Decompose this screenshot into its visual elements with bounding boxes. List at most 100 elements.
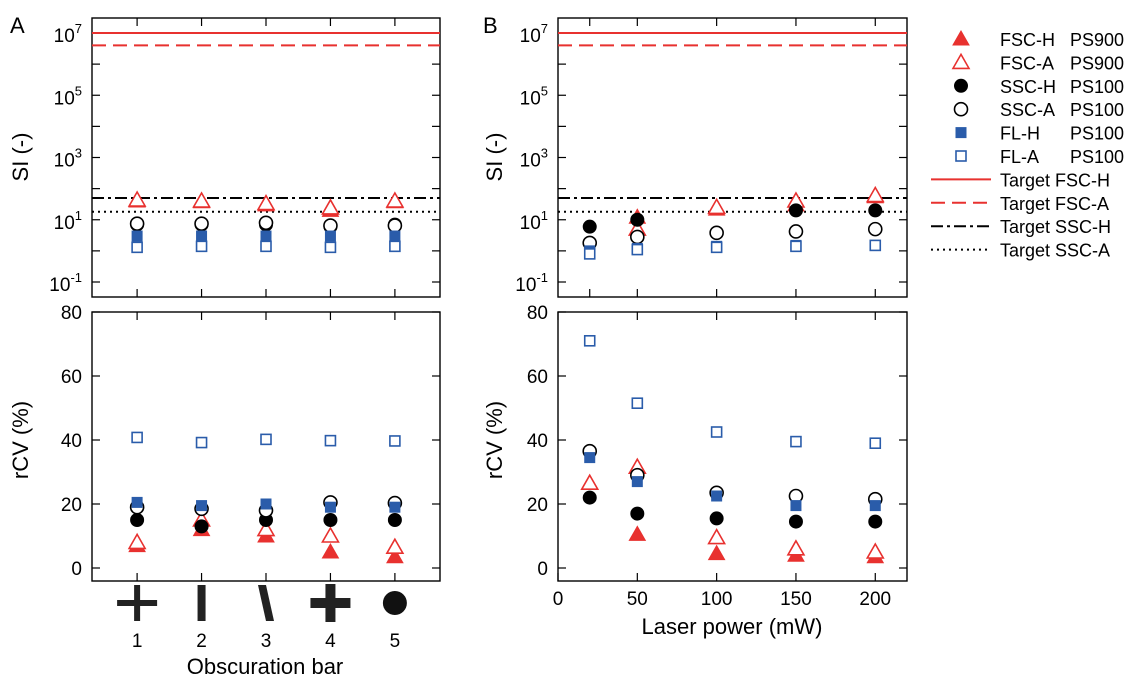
a-bottom-data-point bbox=[389, 435, 401, 447]
panel-letter-b: B bbox=[483, 13, 498, 38]
a-top-data-point bbox=[258, 215, 274, 231]
b-top-data-point bbox=[707, 197, 727, 215]
b-top-data-point bbox=[788, 203, 803, 218]
a-bottom-data-point bbox=[321, 542, 340, 559]
a-top-data-point bbox=[324, 241, 337, 254]
a-bottom-data-point bbox=[131, 431, 143, 444]
b-bottom-data-point bbox=[580, 473, 600, 491]
legend-sample: PS100 bbox=[1070, 124, 1124, 144]
a-top-data-point bbox=[385, 191, 405, 208]
a-bottom-data-point bbox=[386, 547, 404, 564]
b-bottom-frame bbox=[557, 311, 908, 582]
legend: FSC-H PS900 FSC-A PS900 SSC-H PS100 SSC-A PS100… bbox=[931, 29, 1124, 261]
a-bottom-ytick-label: 80 bbox=[61, 303, 82, 324]
a-top-data-point bbox=[131, 241, 143, 254]
legend-label: SSC-H bbox=[1000, 77, 1056, 97]
a-top-data-point bbox=[194, 216, 209, 231]
a-bottom-data-point bbox=[323, 513, 338, 527]
b-top-data-point bbox=[790, 240, 802, 253]
legend-label: Target FSC-A bbox=[1000, 194, 1109, 214]
a-bottom-data-point bbox=[127, 532, 147, 550]
legend-label: Target FSC-H bbox=[1000, 170, 1110, 190]
legend-sample: PS900 bbox=[1070, 30, 1124, 50]
a-top-ytick-label: 101 bbox=[54, 208, 82, 234]
b-bottom-xtick-label: 100 bbox=[701, 589, 733, 610]
a-bottom-data-point bbox=[256, 519, 276, 537]
a-top-data-point bbox=[131, 230, 143, 242]
b-bottom-xtick-label: 50 bbox=[627, 589, 648, 610]
a-top-data-point bbox=[192, 191, 211, 208]
a-top-data-point bbox=[256, 193, 276, 211]
a-bottom-data-point bbox=[321, 526, 340, 543]
a-bottom-data-point bbox=[194, 519, 209, 534]
b-bottom-data-point bbox=[790, 435, 802, 448]
a-top-data-point bbox=[389, 230, 401, 242]
b-bottom-ytick-label: 80 bbox=[527, 303, 548, 324]
b-top-ytick-label: 105 bbox=[520, 83, 548, 109]
a-bottom-ytick-label: 0 bbox=[71, 559, 82, 580]
a-top-ytick-label: 103 bbox=[54, 146, 82, 172]
b-top-data-point bbox=[867, 221, 883, 237]
a-bottom-data-point bbox=[260, 498, 272, 510]
legend-marker bbox=[952, 29, 970, 46]
a-top-data-point bbox=[260, 230, 272, 242]
panel-letter-a: A bbox=[10, 13, 25, 38]
b-top-data-point bbox=[630, 212, 645, 227]
bar-icon-5 bbox=[382, 591, 407, 615]
legend-marker bbox=[951, 52, 971, 70]
b-top-data-point bbox=[582, 219, 597, 234]
legend-label: FSC-H bbox=[1000, 30, 1055, 50]
a-bottom-data-point bbox=[387, 513, 402, 527]
a-top-ylabel: SI (-) bbox=[8, 133, 33, 182]
a-top-data-point bbox=[387, 218, 403, 233]
legend-label: FSC-A bbox=[1000, 53, 1054, 73]
b-bottom-data-point bbox=[786, 539, 806, 556]
obscuration-bar-icons bbox=[117, 584, 407, 622]
a-top-data-point bbox=[129, 216, 145, 231]
a-bottom-ytick-label: 60 bbox=[61, 367, 82, 388]
b-bottom-data-point bbox=[790, 500, 802, 512]
b-bottom-xtick-label: 150 bbox=[780, 589, 812, 610]
a-bottom-xlabel: Obscuration bar bbox=[187, 654, 344, 679]
a-top-ytick-label: 105 bbox=[54, 83, 82, 109]
b-bottom-xtick-label: 0 bbox=[553, 589, 564, 610]
b-bottom-ytick-label: 0 bbox=[537, 559, 548, 580]
b-bottom-data-point bbox=[788, 514, 803, 529]
b-top-ytick-label: 10-1 bbox=[515, 270, 548, 296]
b-top-data-point bbox=[709, 225, 724, 241]
b-bottom-data-point bbox=[869, 437, 882, 450]
a-bottom-data-point bbox=[324, 434, 337, 447]
a-top-frame bbox=[91, 17, 441, 298]
a-top-ytick-label: 10-1 bbox=[49, 270, 82, 296]
a-top-data-point bbox=[389, 240, 401, 253]
legend-marker bbox=[955, 150, 967, 162]
a-bottom-data-point bbox=[260, 433, 272, 446]
b-bottom-xlabel: Laser power (mW) bbox=[642, 614, 823, 639]
bar-icon-2 bbox=[197, 585, 206, 621]
a-bottom-data-point bbox=[324, 501, 336, 513]
legend-label: FL-H bbox=[1000, 124, 1040, 144]
legend-marker bbox=[954, 78, 968, 93]
a-bottom-ytick-label: 40 bbox=[61, 431, 82, 452]
b-top-ytick-label: 103 bbox=[520, 146, 548, 172]
b-bottom-xtick-label: 200 bbox=[859, 589, 891, 610]
b-bottom-data-point bbox=[631, 476, 643, 488]
b-bottom-data-point bbox=[707, 527, 727, 545]
a-bottom-data-point bbox=[196, 500, 208, 512]
a-bottom-data-point bbox=[195, 436, 208, 449]
a-bottom-xtick-label: 5 bbox=[390, 631, 401, 652]
b-top-ytick-label: 101 bbox=[520, 208, 548, 234]
b-bottom-ytick-label: 60 bbox=[527, 367, 548, 388]
a-bottom-xtick-label: 4 bbox=[325, 631, 336, 652]
a-top-data-point bbox=[127, 190, 147, 207]
b-bottom-data-point bbox=[584, 452, 596, 464]
b-bottom-ytick-label: 20 bbox=[527, 495, 548, 516]
b-bottom-data-point bbox=[583, 334, 596, 347]
legend-sample: PS100 bbox=[1070, 100, 1124, 120]
b-bottom-ylabel: rCV (%) bbox=[482, 401, 507, 479]
a-top-data-point bbox=[324, 230, 336, 242]
b-bottom-data-point bbox=[630, 506, 645, 521]
a-top-panel: 10-1 101 103 105 107 bbox=[49, 17, 441, 298]
b-top-data-point bbox=[869, 239, 882, 252]
